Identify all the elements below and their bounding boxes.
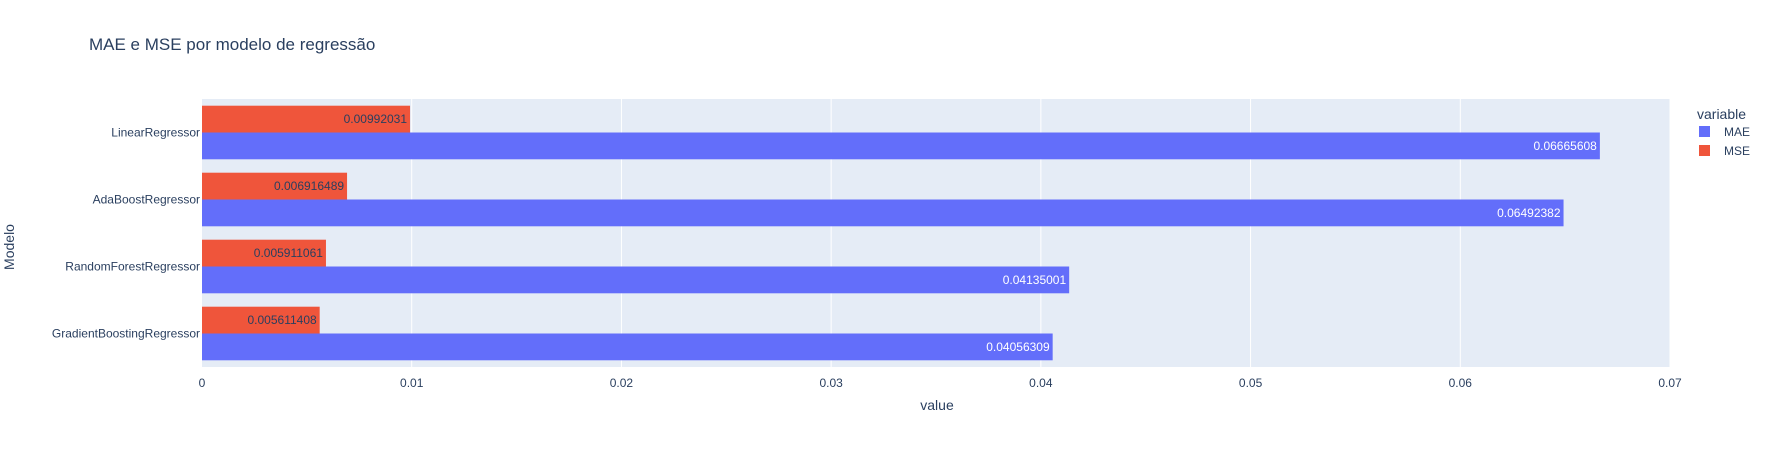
bar-mse bbox=[202, 239, 326, 267]
bar-value-label: 0.06492382 bbox=[1497, 206, 1561, 220]
y-tick-label: LinearRegressor bbox=[111, 126, 200, 140]
x-tick-label: 0 bbox=[199, 376, 206, 390]
legend-label-mse: MSE bbox=[1724, 144, 1750, 158]
bar-mae bbox=[202, 199, 1564, 227]
y-tick-label: GradientBoostingRegressor bbox=[52, 327, 200, 341]
x-tick-label: 0.07 bbox=[1658, 376, 1682, 390]
bar-mae bbox=[202, 132, 1600, 160]
bar-value-label: 0.06665608 bbox=[1533, 139, 1597, 153]
x-tick-label: 0.06 bbox=[1449, 376, 1473, 390]
bar-mse bbox=[202, 306, 320, 334]
bar-value-label: 0.04135001 bbox=[1003, 273, 1067, 287]
legend-swatch-mae bbox=[1699, 126, 1710, 137]
legend-label-mae: MAE bbox=[1724, 125, 1750, 139]
y-tick-label: AdaBoostRegressor bbox=[93, 193, 200, 207]
bar-value-label: 0.04056309 bbox=[986, 340, 1050, 354]
bar-value-label: 0.005611408 bbox=[247, 313, 317, 327]
y-tick-label: RandomForestRegressor bbox=[65, 260, 200, 274]
legend-title: variable bbox=[1697, 106, 1746, 122]
bar-mse bbox=[202, 172, 348, 200]
bar-mae bbox=[202, 333, 1053, 361]
x-axis-ticks: 0 0.01 0.02 0.03 0.04 0.05 0.06 0.07 bbox=[199, 376, 1682, 390]
x-tick-label: 0.02 bbox=[610, 376, 634, 390]
x-tick-label: 0.03 bbox=[819, 376, 843, 390]
chart-title: MAE e MSE por modelo de regressão bbox=[89, 35, 375, 54]
bar-value-label: 0.005911061 bbox=[254, 246, 324, 260]
x-axis-title: value bbox=[920, 397, 954, 413]
x-tick-label: 0.05 bbox=[1239, 376, 1263, 390]
legend-swatch-mse bbox=[1699, 145, 1710, 156]
bars bbox=[202, 105, 1600, 361]
legend: variable MAE MSE bbox=[1697, 106, 1750, 158]
x-tick-label: 0.01 bbox=[400, 376, 424, 390]
bar-value-label: 0.00992031 bbox=[344, 112, 408, 126]
bar-value-label: 0.006916489 bbox=[274, 179, 344, 193]
bar-labels: 0.00992031 0.06665608 0.006916489 0.0649238… bbox=[247, 112, 1597, 354]
bar-mae bbox=[202, 266, 1070, 294]
bar-mse bbox=[202, 105, 411, 133]
y-axis-title: Modelo bbox=[1, 224, 17, 270]
y-axis-ticks: LinearRegressor AdaBoostRegressor RandomFo… bbox=[52, 126, 200, 341]
x-tick-label: 0.04 bbox=[1029, 376, 1053, 390]
